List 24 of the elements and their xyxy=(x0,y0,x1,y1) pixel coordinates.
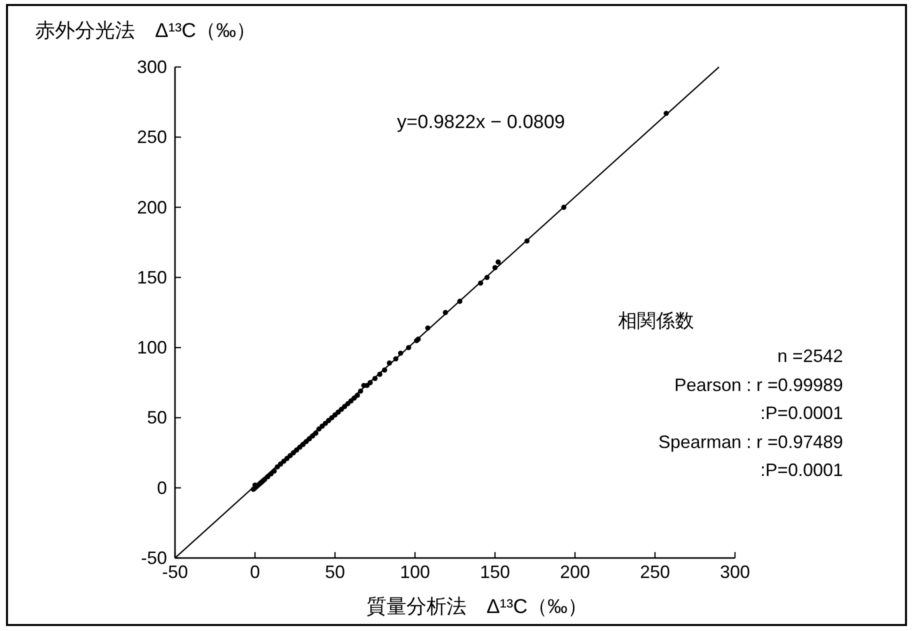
xtick: 0 xyxy=(250,562,260,582)
annotation: y=0.9822x − 0.0809 xyxy=(397,112,565,133)
xtick: 300 xyxy=(720,562,750,582)
ytick: 50 xyxy=(146,408,167,428)
xlabel: 質量分析法 Δ¹³C（‰） xyxy=(366,596,588,618)
ytick: 250 xyxy=(136,127,167,148)
ytick: 0 xyxy=(156,478,167,498)
xtick: 50 xyxy=(324,562,346,582)
xtick: 200 xyxy=(560,562,590,582)
annotation: :P=0.0001 xyxy=(760,403,843,423)
xtick: 150 xyxy=(480,562,510,582)
ytick: 300 xyxy=(136,57,167,77)
xtick: 100 xyxy=(400,562,430,582)
annotation: Spearman : r =0.97489 xyxy=(658,432,843,452)
ylabel: 赤外分光法 Δ¹³C（‰） xyxy=(35,20,256,42)
annotation: Pearson : r =0.99989 xyxy=(674,375,843,395)
annotation: n =2542 xyxy=(777,346,843,366)
ytick: 200 xyxy=(136,197,167,218)
annotation: :P=0.0001 xyxy=(760,460,843,480)
xtick: 250 xyxy=(640,562,670,582)
annotation: 相関係数 xyxy=(618,311,694,332)
ytick: -50 xyxy=(140,548,167,568)
ytick: 100 xyxy=(136,338,167,358)
ytick: 150 xyxy=(136,267,167,288)
